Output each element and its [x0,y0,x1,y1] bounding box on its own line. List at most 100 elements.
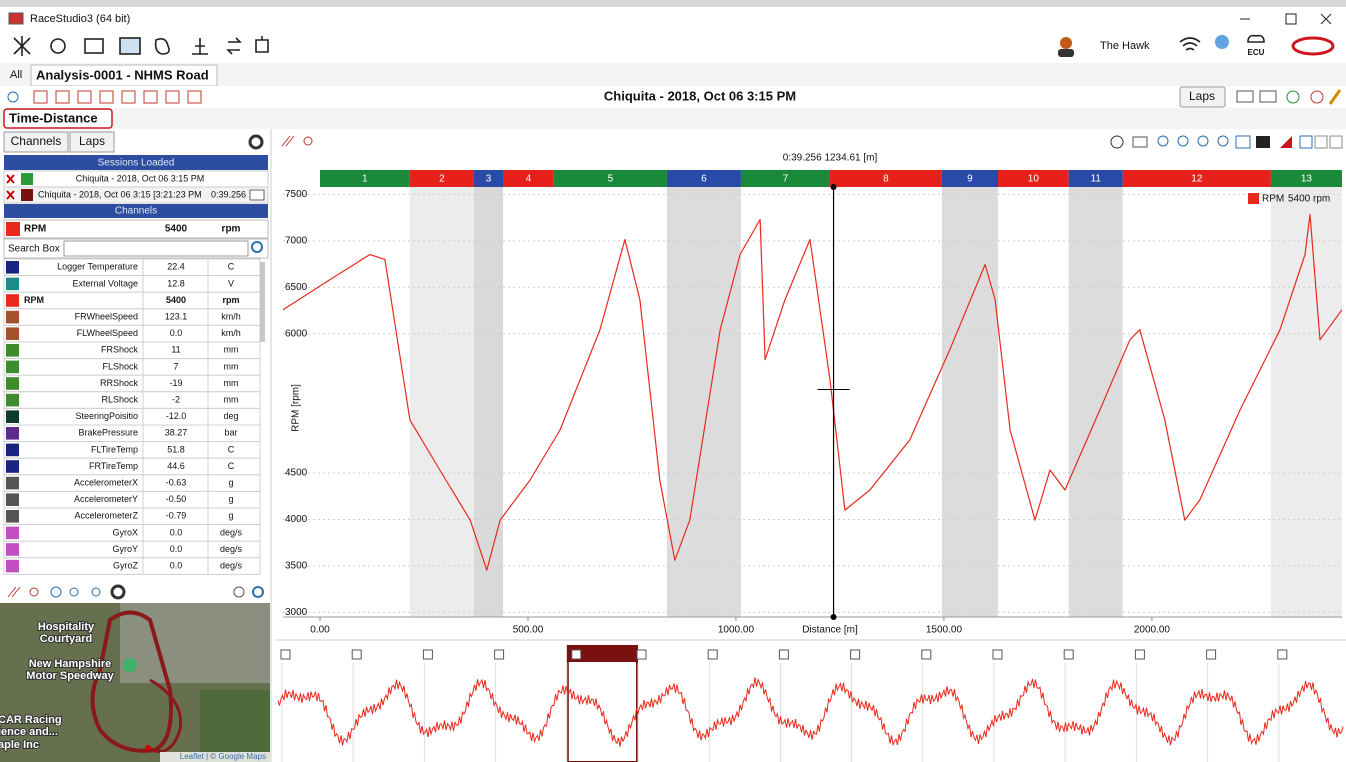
sector-label[interactable]: 13 [1301,174,1313,185]
car-position [145,745,151,751]
channel-name: RPM [24,224,46,235]
x-tick-label: 1500.00 [926,625,963,636]
channel-color [6,444,19,457]
chart-icon[interactable] [1158,136,1168,146]
lap-checkbox[interactable] [851,650,860,659]
channel-value: 11 [171,345,180,355]
x-axis-label: Distance [m] [802,625,858,636]
sector-label[interactable]: 6 [701,174,707,185]
channel-unit: rpm [222,295,239,305]
sector-label[interactable]: 7 [783,174,789,185]
channel-name: RPM [24,295,44,305]
user-avatar[interactable] [1060,37,1072,49]
sector-label[interactable]: 8 [883,174,889,185]
lap-checkbox[interactable] [708,650,717,659]
channel-value: -12.0 [166,411,187,421]
ecu-label: ECU [1248,48,1265,57]
lap-checkbox[interactable] [1135,650,1144,659]
sector-label[interactable]: 4 [526,174,532,185]
chart-icon[interactable] [1330,136,1342,148]
lap-checkbox[interactable] [922,650,931,659]
sector-label[interactable]: 12 [1191,174,1203,185]
plot: 1234567891011121330003500400045006000650… [283,170,1342,636]
sector-label[interactable]: 9 [967,174,973,185]
chart-icon[interactable] [1315,136,1327,148]
channel-color [6,460,19,473]
channel-name: AccelerometerY [74,494,138,504]
sector-label[interactable]: 2 [439,174,445,185]
lap-checkbox[interactable] [1278,650,1287,659]
lap-checkbox[interactable] [572,650,581,659]
window-title: RaceStudio3 (64 bit) [30,13,130,25]
lap-checkbox[interactable] [993,650,1002,659]
lap-selected[interactable] [568,646,637,762]
session-eye[interactable] [250,190,264,200]
lap-checkbox[interactable] [1064,650,1073,659]
title-bar [0,7,1346,30]
chart-icon[interactable] [1280,136,1292,148]
y-tick-label: 6500 [285,282,308,293]
chart-icon[interactable] [1178,136,1188,146]
map-pin[interactable] [123,658,137,672]
lap-checkbox[interactable] [779,650,788,659]
chart-icon[interactable] [1111,136,1123,148]
lap-overview-trace [278,678,1343,747]
sector-label[interactable]: 10 [1028,174,1040,185]
channel-color [6,261,19,274]
sessions-header: Sessions Loaded [98,158,175,169]
laps-button[interactable]: Laps [1189,89,1215,103]
session-color [21,189,33,201]
y-tick-label: 7000 [285,236,308,247]
channel-value: 0.0 [170,544,183,554]
lap-checkbox[interactable] [637,650,646,659]
chart-icon[interactable] [1133,137,1147,147]
tab-analysis[interactable]: Analysis-0001 - NHMS Road [36,67,209,82]
channel-color [6,477,19,490]
chart-icon[interactable] [1256,136,1270,148]
cursor-handle[interactable] [831,184,837,190]
channel-value: -19 [169,378,182,388]
cloud-icon[interactable] [1215,35,1229,49]
lap-checkbox[interactable] [423,650,432,659]
app-icon [9,13,23,24]
y-tick-label: 3500 [285,561,308,572]
lap-checkbox[interactable] [352,650,361,659]
session-name[interactable]: Chiquita - 2018, Oct 06 3:15 [3:21:23 PM [38,189,202,199]
sector-label[interactable]: 5 [608,174,614,185]
tab-all[interactable]: All [10,69,22,81]
channel-value: 44.6 [167,461,185,471]
sector-label[interactable]: 11 [1091,174,1102,185]
chart-icon[interactable] [304,137,312,145]
sector-shade [830,187,942,617]
channel-unit: mm [224,378,239,388]
legend-name[interactable]: RPM [1262,194,1284,205]
map-label: ience and... [0,726,58,738]
sector-shade [503,187,554,617]
sector-label[interactable]: 3 [486,174,492,185]
cursor-handle[interactable] [831,614,837,620]
map-attribution[interactable]: Leaflet | © Google Maps [180,752,266,761]
lap-checkbox[interactable] [281,650,290,659]
background-window [0,0,1346,7]
sector-shade [1271,187,1342,617]
channel-value: 38.27 [165,428,188,438]
lap-checkbox[interactable] [495,650,504,659]
chart-icon[interactable] [1300,136,1312,148]
chart-icon[interactable] [1198,136,1208,146]
laps-tab[interactable]: Laps [79,134,105,148]
view-tab[interactable]: Time-Distance [9,110,98,125]
chart-icon[interactable] [1218,136,1228,146]
channel-value: 7 [173,361,178,371]
channels-button[interactable]: Channels [11,134,62,148]
search-box[interactable] [64,241,248,256]
user-name[interactable]: The Hawk [1100,40,1150,52]
channel-value: 5400 [165,224,188,235]
lap-checkbox[interactable] [1207,650,1216,659]
chart-icon[interactable] [1236,136,1250,148]
chart-icon[interactable] [282,136,294,146]
scrollbar[interactable] [260,262,265,342]
sector-label[interactable]: 1 [362,174,368,185]
session-name[interactable]: Chiquita - 2018, Oct 06 3:15 PM [76,173,205,183]
channel-unit: g [228,494,233,504]
analysis3-button[interactable] [120,38,140,54]
